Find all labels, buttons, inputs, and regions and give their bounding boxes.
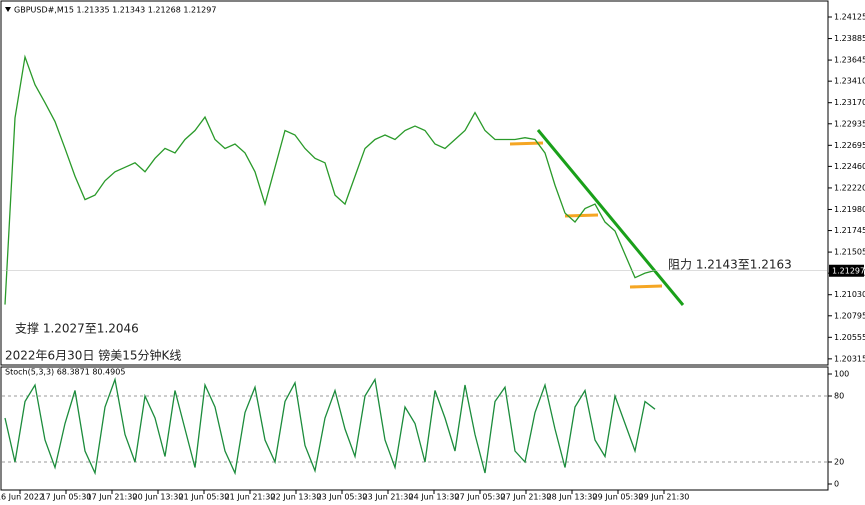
- y-tick-label: 0: [834, 480, 839, 489]
- y-tick-label: 80: [834, 392, 844, 401]
- y-tick-label: 1.21505: [834, 248, 865, 257]
- y-tick-label: 1.21030: [834, 290, 865, 299]
- y-tick-label: 20: [834, 458, 844, 467]
- x-tick-label: 21 Jun 21:30: [225, 493, 276, 502]
- x-tick-label: 23 Jun 21:30: [363, 493, 414, 502]
- x-tick-label: 28 Jun 13:30: [547, 493, 598, 502]
- x-tick-label: 22 Jun 13:30: [271, 493, 322, 502]
- date-note: 2022年6月30日 镑美15分钟K线: [5, 348, 181, 363]
- stoch-title: Stoch(5,3,3) 68.3871 80.4905: [5, 368, 125, 377]
- x-tick-label: 17 Jun 21:30: [87, 493, 138, 502]
- stoch-panel: [0, 366, 829, 491]
- level-line: [564, 213, 599, 218]
- y-tick-label: 1.23410: [834, 77, 865, 86]
- chart-title: GBPUSD#,M15 1.21335 1.21343 1.21268 1.21…: [14, 6, 216, 15]
- x-tick-label: 27 Jun 21:30: [501, 493, 552, 502]
- y-tick-label: 1.21980: [834, 205, 865, 214]
- y-tick-label: 1.23645: [834, 56, 865, 65]
- x-tick-label: 27 Jun 05:30: [455, 493, 506, 502]
- x-tick-label: 21 Jun 05:30: [179, 493, 230, 502]
- x-tick-label: 17 Jun 05:30: [41, 493, 92, 502]
- x-tick-label: 29 Jun 21:30: [639, 493, 690, 502]
- resistance-note: 阻力 1.2143至1.2163: [668, 258, 792, 272]
- level-line: [629, 284, 663, 289]
- support-note: 支撑 1.2027至1.2046: [15, 321, 139, 336]
- price-line: [4, 54, 656, 305]
- x-tick-label: 16 Jun 2022: [0, 493, 44, 502]
- y-tick-label: 100: [834, 370, 849, 379]
- y-tick-label: 1.22220: [834, 183, 865, 192]
- y-tick-label: 1.20555: [834, 333, 865, 342]
- x-tick-label: 20 Jun 13:30: [133, 493, 184, 502]
- x-tick-label: 29 Jun 05:30: [593, 493, 644, 502]
- x-tick-label: 23 Jun 05:30: [317, 493, 368, 502]
- current-price-label: 1.21297: [832, 266, 865, 275]
- menu-icon[interactable]: [5, 7, 11, 12]
- y-tick-label: 1.22935: [834, 119, 865, 128]
- y-tick-label: 1.22695: [834, 141, 865, 150]
- y-tick-label: 1.21745: [834, 226, 865, 235]
- main-panel: [0, 0, 829, 366]
- y-tick-label: 1.20795: [834, 311, 865, 320]
- y-tick-label: 1.20315: [834, 354, 865, 363]
- y-tick-label: 1.24125: [834, 13, 865, 22]
- y-tick-label: 1.23170: [834, 98, 865, 107]
- price-line: [4, 377, 656, 476]
- current-price-box: [829, 264, 864, 277]
- y-tick-label: 1.22460: [834, 162, 865, 171]
- y-tick-label: 1.23885: [834, 34, 865, 43]
- trend-line: [536, 129, 685, 306]
- x-tick-label: 24 Jun 13:30: [409, 493, 460, 502]
